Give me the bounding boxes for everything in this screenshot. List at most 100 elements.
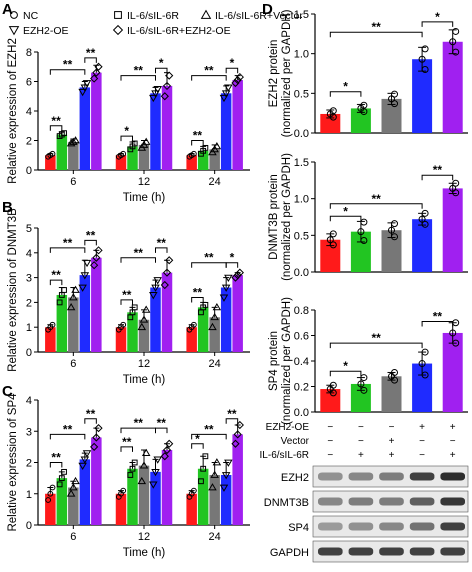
blot-band xyxy=(409,522,435,531)
data-point xyxy=(190,150,197,157)
significance-label: ** xyxy=(86,407,96,421)
significance-bracket xyxy=(49,279,63,286)
bar-1-0 xyxy=(56,134,68,170)
significance-label: ** xyxy=(157,236,167,250)
bar-0-2 xyxy=(186,493,197,525)
legend-label-1: IL-6/sIL-6R xyxy=(127,10,179,22)
data-point xyxy=(329,107,337,115)
significance-bracket xyxy=(49,433,86,440)
data-point xyxy=(80,84,90,92)
bar-2 xyxy=(381,376,402,412)
blot-band xyxy=(348,522,374,531)
data-point xyxy=(224,84,233,92)
bar-0-0 xyxy=(45,493,56,525)
data-point xyxy=(82,259,92,268)
blot-band xyxy=(318,522,343,531)
bar-2 xyxy=(381,98,402,133)
data-point xyxy=(160,280,169,290)
condition-sign: + xyxy=(450,422,456,433)
data-point xyxy=(71,476,80,485)
bar-3-1 xyxy=(150,93,161,170)
significance-bracket xyxy=(84,418,97,424)
y-axis-title: Relative expression of EZH2 xyxy=(7,38,19,184)
condition-sign: + xyxy=(389,450,395,461)
significance-label: ** xyxy=(134,246,144,260)
bar-4 xyxy=(442,41,463,134)
blot-label: GAPDH xyxy=(270,547,309,559)
data-point xyxy=(224,274,233,282)
blot-band xyxy=(318,472,343,481)
bar-4 xyxy=(442,332,463,412)
significance-bracket xyxy=(49,69,86,75)
significance-bracket xyxy=(84,239,97,246)
bar-2-2 xyxy=(209,317,220,352)
x-axis-title: Time (h) xyxy=(123,374,166,386)
significance-bracket xyxy=(421,21,454,27)
data-point xyxy=(151,468,160,477)
data-point xyxy=(233,75,242,85)
panel-letter-a: A xyxy=(2,1,13,18)
data-point xyxy=(78,284,87,292)
significance-bracket xyxy=(191,140,204,146)
data-point xyxy=(90,442,99,451)
significance-label: ** xyxy=(63,236,73,250)
data-point xyxy=(421,45,429,53)
bar-0 xyxy=(320,113,341,133)
data-point xyxy=(137,322,147,331)
data-point xyxy=(221,284,231,292)
legend-marker-0 xyxy=(10,11,18,19)
significance-bracket xyxy=(155,427,168,434)
blot-band xyxy=(440,472,465,481)
data-point xyxy=(131,304,138,311)
condition-sign: − xyxy=(327,436,333,447)
data-point xyxy=(131,140,138,147)
blot-band xyxy=(379,522,404,531)
bar-0-2 xyxy=(186,155,197,170)
condition-sign: − xyxy=(358,422,364,433)
legend-marker-3 xyxy=(8,26,20,36)
data-point xyxy=(200,465,207,472)
y-axis-title: SP4 protein(normalized per GAPDH) xyxy=(268,297,293,425)
legend-label-0: NC xyxy=(23,10,39,22)
significance-label: ** xyxy=(372,331,382,345)
data-point xyxy=(231,439,240,448)
condition-sign: − xyxy=(419,436,425,447)
bar-2-2 xyxy=(209,475,220,525)
data-point xyxy=(233,430,242,439)
data-point xyxy=(357,228,365,236)
blot-band xyxy=(348,497,374,506)
data-point xyxy=(212,458,222,466)
significance-label: ** xyxy=(193,285,203,299)
significance-label: ** xyxy=(204,251,214,265)
data-point xyxy=(391,90,398,98)
bar-3-1 xyxy=(150,471,161,525)
data-point xyxy=(360,374,368,382)
significance-bracket xyxy=(329,215,362,222)
significance-bracket xyxy=(225,67,239,74)
y-tick-label: 3 xyxy=(26,426,32,438)
y-tick-label: 8 xyxy=(26,47,32,59)
x-tick-label: 24 xyxy=(209,176,221,188)
blot-label: DNMT3B xyxy=(264,497,309,509)
data-point xyxy=(92,433,101,442)
significance-bracket xyxy=(329,203,423,209)
y-tick-label: 0.6 xyxy=(294,331,309,343)
data-point xyxy=(388,226,395,234)
blot-band xyxy=(348,547,374,556)
data-point xyxy=(66,302,76,311)
data-point xyxy=(49,321,56,328)
y-tick-label: 1.0 xyxy=(294,49,309,61)
data-point xyxy=(235,72,244,82)
bar-2-1 xyxy=(138,465,150,525)
y-tick-label: 5 xyxy=(26,223,32,235)
significance-bracket xyxy=(329,370,362,377)
condition-sign: + xyxy=(450,450,456,461)
x-tick-label: 24 xyxy=(209,531,221,543)
y-axis-title: EZH2 protein(normalized per GAPDH) xyxy=(268,9,293,137)
y-tick-label: 0.8 xyxy=(294,305,309,317)
x-axis-title: Time (h) xyxy=(123,192,166,204)
significance-label: * xyxy=(230,56,235,70)
significance-label: * xyxy=(343,359,348,373)
significance-label: ** xyxy=(51,451,61,465)
data-point xyxy=(421,348,429,356)
